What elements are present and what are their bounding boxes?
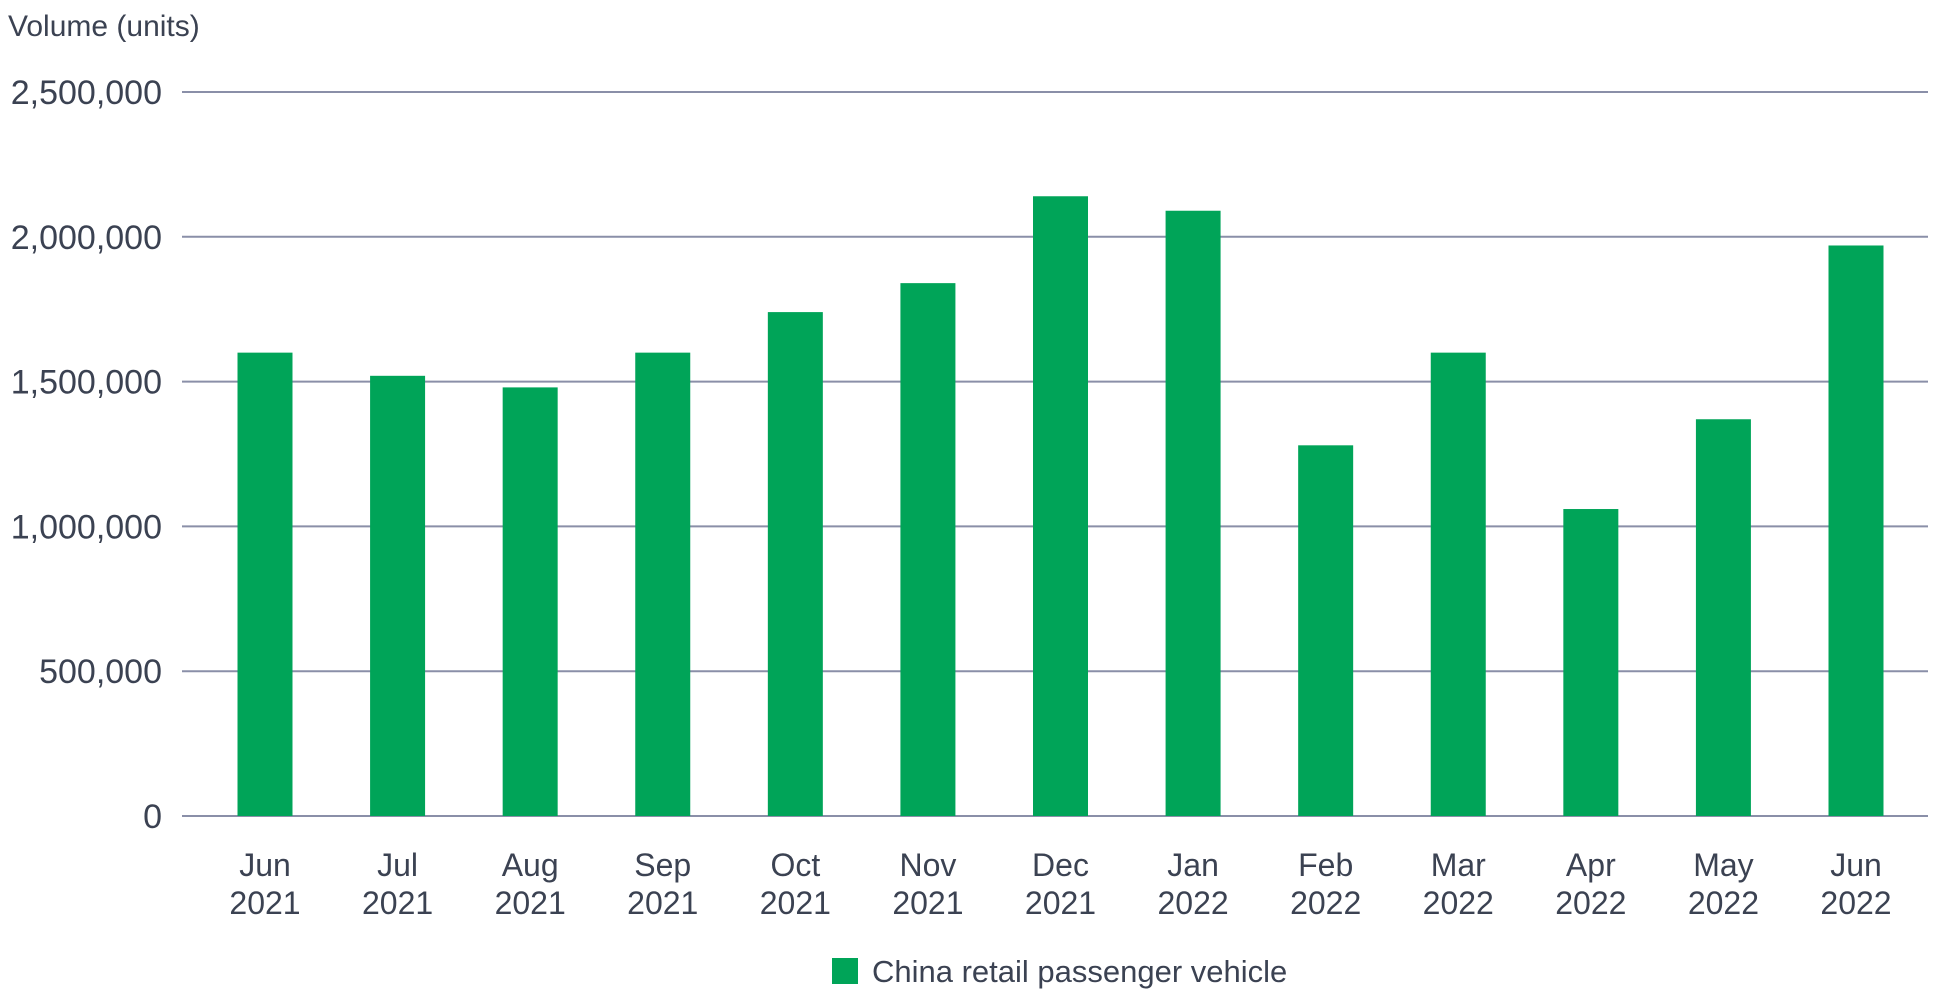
x-tick-labels: Jun2021Jul2021Aug2021Sep2021Oct2021Nov20…	[229, 847, 1891, 921]
x-tick-label-year: 2021	[760, 885, 831, 921]
x-tick-label-year: 2021	[229, 885, 300, 921]
x-tick-label-year: 2021	[362, 885, 433, 921]
legend: China retail passenger vehicle	[832, 954, 1287, 989]
x-tick-label-year: 2022	[1820, 885, 1891, 921]
bar	[502, 387, 558, 816]
legend-label: China retail passenger vehicle	[872, 954, 1287, 989]
bar	[1563, 509, 1619, 816]
bar	[1695, 419, 1751, 816]
y-tick-label: 1,500,000	[11, 364, 162, 402]
bar	[237, 352, 293, 816]
x-tick-label-year: 2022	[1157, 885, 1228, 921]
bar	[1033, 196, 1088, 817]
x-tick-label-month: Sep	[634, 847, 691, 883]
bar	[1828, 245, 1884, 816]
bar	[1430, 352, 1486, 816]
y-tick-label: 2,500,000	[11, 74, 162, 112]
x-tick-label-month: Jan	[1167, 847, 1219, 883]
y-tick-labels: 0 500,000 1,000,000 1,500,000 2,000,000 2,500…	[11, 74, 162, 836]
bars	[237, 196, 1884, 817]
bar	[1298, 445, 1354, 816]
x-tick-label-month: May	[1693, 847, 1753, 883]
x-tick-label-year: 2022	[1555, 885, 1626, 921]
bar	[767, 312, 823, 816]
x-tick-label-month: Apr	[1566, 847, 1616, 883]
x-tick-label-year: 2021	[1025, 885, 1096, 921]
y-axis-title: Volume (units)	[8, 10, 200, 43]
x-tick-label-year: 2022	[1423, 885, 1494, 921]
bar	[635, 352, 691, 816]
x-tick-label-month: Jul	[377, 847, 418, 883]
y-tick-label: 500,000	[39, 653, 162, 691]
x-tick-label-year: 2021	[892, 885, 963, 921]
x-tick-label-month: Nov	[899, 847, 956, 883]
legend-swatch	[832, 958, 858, 984]
x-tick-label-year: 2022	[1290, 885, 1361, 921]
x-tick-label-year: 2022	[1688, 885, 1759, 921]
x-tick-label-year: 2021	[627, 885, 698, 921]
y-tick-label: 2,000,000	[11, 219, 162, 257]
x-tick-label-month: Jun	[239, 847, 291, 883]
x-tick-label-year: 2021	[495, 885, 566, 921]
x-tick-label-month: Feb	[1298, 847, 1353, 883]
x-tick-label-month: Aug	[502, 847, 559, 883]
bar	[370, 375, 426, 816]
y-tick-label: 0	[143, 798, 162, 836]
x-tick-label-month: Dec	[1032, 847, 1089, 883]
x-tick-label-month: Mar	[1431, 847, 1486, 883]
bar	[900, 283, 956, 816]
x-tick-label-month: Jun	[1830, 847, 1882, 883]
y-tick-label: 1,000,000	[11, 508, 162, 546]
x-tick-label-month: Oct	[770, 847, 820, 883]
bar	[1165, 210, 1221, 817]
